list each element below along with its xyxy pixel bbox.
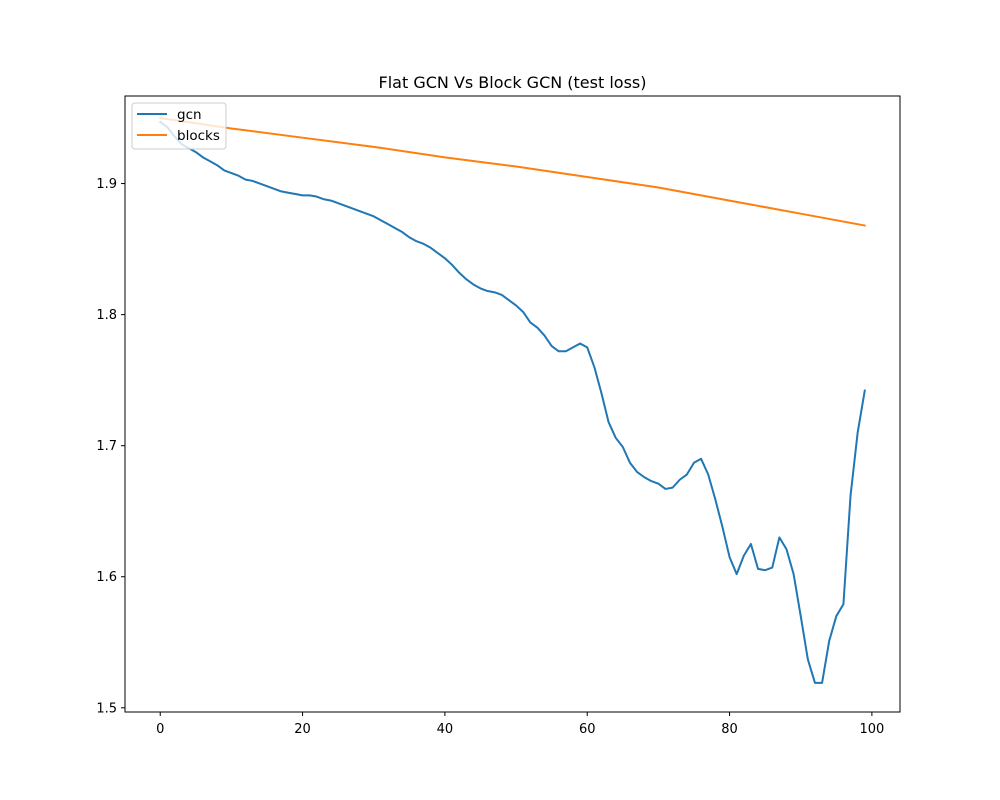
y-tick-label: 1.6 <box>96 570 117 585</box>
axes-frame <box>124 95 901 713</box>
plot-area <box>158 116 866 684</box>
x-tick-label: 100 <box>859 722 884 737</box>
x-tick-label: 40 <box>437 722 454 737</box>
x-tick-label: 80 <box>721 722 738 737</box>
x-tick-label: 60 <box>579 722 596 737</box>
legend-label-blocks: blocks <box>177 128 220 144</box>
series-line-blocks <box>159 116 866 227</box>
y-tick-label: 1.9 <box>96 177 117 192</box>
x-tick-label: 0 <box>156 722 164 737</box>
chart-title: Flat GCN Vs Block GCN (test loss) <box>379 73 647 92</box>
y-tick-label: 1.7 <box>96 439 117 454</box>
y-tick-label: 1.5 <box>96 701 117 716</box>
y-tick-label: 1.8 <box>96 308 117 323</box>
legend: gcn blocks <box>131 102 227 150</box>
x-tick-label: 20 <box>294 722 311 737</box>
axis-ticks: 0 20 40 60 80 100 1.5 1.6 1.7 1.8 1.9 <box>96 177 884 737</box>
legend-label-gcn: gcn <box>177 107 202 123</box>
series-line-gcn <box>158 120 866 684</box>
